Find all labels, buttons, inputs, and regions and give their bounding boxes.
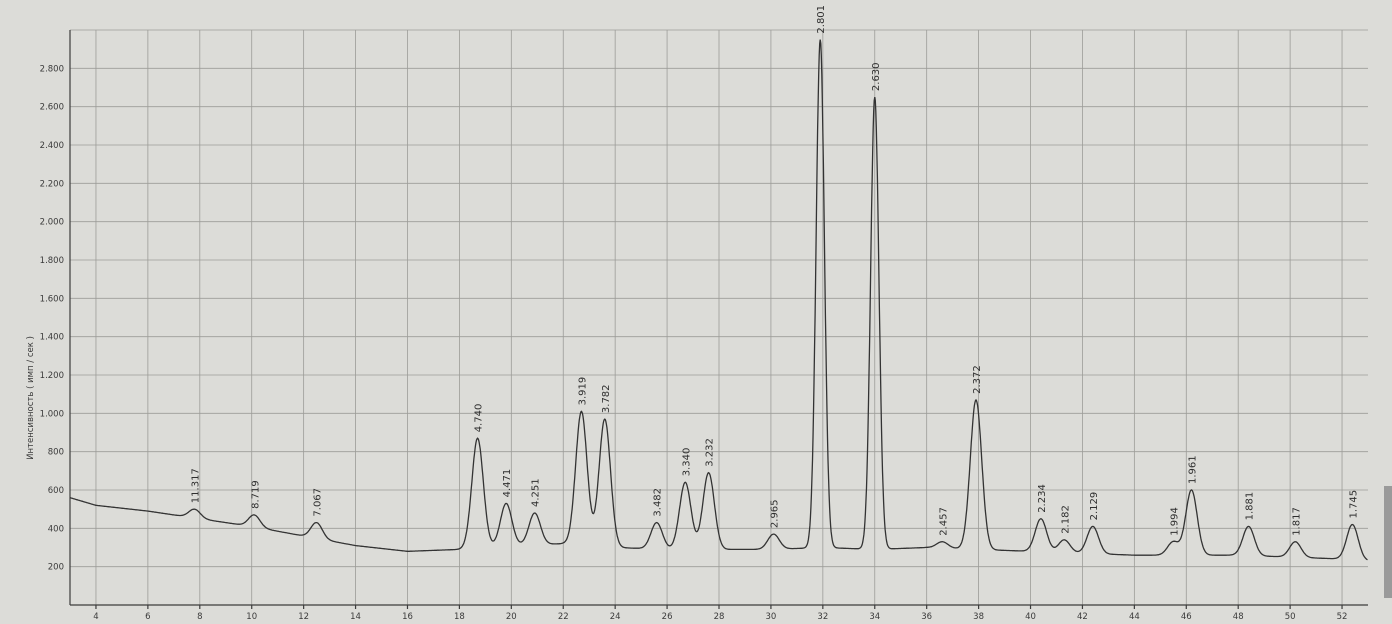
x-tick-label: 36 [921,612,932,622]
x-tick-label: 22 [558,612,569,622]
y-tick-label: 1.200 [40,371,64,381]
peak-label: 1.961 [1188,455,1199,484]
y-tick-label: 2.400 [40,141,64,151]
x-tick-label: 50 [1285,612,1296,622]
peak-label: 1.994 [1169,507,1180,536]
peak-label: 3.340 [681,448,692,477]
y-tick-label: 1.800 [40,256,64,266]
y-tick-label: 400 [48,524,64,534]
y-tick-label: 1.000 [40,409,64,419]
y-tick-label: 1.600 [40,294,64,304]
y-tick-labels: 200 400 600 800 1.000 1.200 1.400 1.600 1.800 2.0… [40,64,64,572]
diffraction-trace [69,39,1368,561]
x-tick-label: 28 [714,612,725,622]
peak-label: 1.881 [1245,492,1256,521]
x-tick-label: 34 [869,612,880,622]
y-tick-label: 1.400 [40,333,64,343]
peak-label: 3.919 [577,377,588,406]
x-tick-label: 32 [817,612,828,622]
x-tick-label: 38 [973,612,984,622]
x-tick-label: 30 [766,612,777,622]
x-tick-label: 6 [145,612,150,622]
peak-label: 2.182 [1060,505,1071,534]
x-tick-label: 46 [1181,612,1192,622]
peak-label: 4.251 [531,478,542,507]
x-tick-label: 48 [1233,612,1244,622]
x-tick-label: 26 [662,612,673,622]
peak-label: 2.630 [871,62,882,91]
x-tick-label: 20 [506,612,517,622]
peak-label: 2.234 [1037,484,1048,513]
x-tick-label: 52 [1337,612,1348,622]
peak-label: 1.817 [1291,507,1302,536]
x-tick-label: 10 [246,612,257,622]
y-tick-label: 800 [48,448,64,458]
peak-label: 3.782 [601,384,612,413]
peak-label: 3.232 [705,438,716,467]
y-tick-label: 2.600 [40,103,64,113]
x-tick-label: 44 [1129,612,1140,622]
x-tick-label: 18 [454,612,465,622]
y-axis-label: Интенсивность ( имп / сек ) [26,336,36,460]
peak-label: 2.801 [816,5,827,34]
y-tick-label: 2.000 [40,218,64,228]
peak-label: 11.317 [191,468,202,503]
peak-label: 2.965 [770,499,781,528]
x-tick-label: 12 [298,612,309,622]
peak-label: 2.129 [1089,492,1100,521]
x-tick-label: 4 [93,612,98,622]
y-tick-label: 200 [48,563,64,573]
y-tick-label: 2.800 [40,64,64,74]
peak-label: 4.471 [502,469,513,498]
x-tick-labels: 4 6 8 10 12 14 16 18 20 22 24 26 28 30 32 34 36 38 40 42 44 4… [93,605,1347,622]
x-tick-label: 16 [402,612,413,622]
x-tick-label: 14 [350,612,361,622]
peak-label: 3.482 [653,488,664,517]
y-tick-label: 600 [48,486,64,496]
peak-label: 1.745 [1348,490,1359,519]
y-tick-label: 2.200 [40,179,64,189]
scrollbar[interactable] [1384,486,1392,598]
gridlines [70,29,1368,605]
x-tick-label: 24 [610,612,621,622]
peak-label: 8.719 [250,480,261,509]
peak-label: 2.372 [972,365,983,394]
x-tick-label: 8 [197,612,202,622]
x-tick-label: 40 [1025,612,1036,622]
x-tick-label: 42 [1077,612,1088,622]
peak-label: 7.067 [313,488,324,517]
peak-labels: 11.317 8.719 7.067 4.740 4.471 4.251 3.919 3.78… [191,5,1360,536]
peak-label: 2.457 [938,507,949,536]
peak-label: 4.740 [474,404,485,433]
